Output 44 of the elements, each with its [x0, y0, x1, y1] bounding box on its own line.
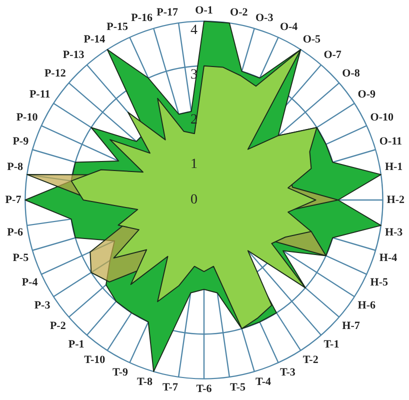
spoke-label: P-8: [7, 161, 24, 174]
spoke-label: P-17: [156, 6, 178, 18]
spoke-label: T-5: [230, 381, 246, 394]
spoke-label: O-2: [230, 6, 248, 18]
spoke-label: T-8: [137, 376, 153, 388]
spoke-label: P-6: [7, 226, 24, 238]
spoke-label: P-12: [44, 68, 66, 80]
spoke-label: P-14: [84, 33, 106, 46]
spoke-label: H-2: [386, 194, 406, 206]
spoke-label: T-7: [162, 381, 178, 394]
spoke-label: P-4: [22, 276, 38, 288]
spoke-label: O-3: [256, 12, 274, 24]
spoke-label: P-2: [50, 320, 66, 332]
spoke-label: T-2: [302, 354, 319, 366]
spoke-label: T-4: [256, 376, 272, 388]
spoke-label: P-10: [16, 111, 38, 124]
spoke-label: P-1: [68, 338, 84, 351]
spoke-label: H-5: [370, 276, 388, 288]
spoke-label: P-9: [12, 136, 30, 148]
spoke-label: O-7: [324, 49, 342, 62]
spoke-label: T-3: [280, 366, 296, 379]
spoke-label: T-6: [196, 383, 212, 396]
spoke-label: P-3: [34, 299, 51, 312]
spoke-label: O-9: [358, 88, 376, 100]
spoke-label: O-4: [280, 20, 298, 33]
spoke-label: P-5: [12, 252, 30, 264]
spoke-label: H-3: [384, 226, 404, 238]
spoke-label: O-11: [379, 136, 402, 148]
spoke-label: H-4: [379, 252, 398, 264]
spoke-label: O-8: [342, 68, 360, 80]
spoke-label: O-5: [302, 33, 322, 46]
spoke-label: P-7: [5, 194, 22, 206]
spoke-label: O-10: [370, 111, 394, 124]
spoke-label: P-11: [29, 88, 50, 100]
spoke-label: H-7: [342, 320, 360, 332]
y-tick-label: 4: [190, 22, 198, 38]
spoke-label: H-6: [358, 299, 376, 312]
spoke-label: P-15: [106, 20, 129, 33]
spoke-label: T-9: [112, 366, 129, 379]
spoke-label: T-1: [324, 338, 340, 351]
spoke-label: P-16: [131, 12, 153, 24]
spoke-label: T-10: [84, 354, 106, 366]
spoke-label: O-1: [195, 4, 213, 16]
spoke-label: H-1: [384, 161, 403, 174]
